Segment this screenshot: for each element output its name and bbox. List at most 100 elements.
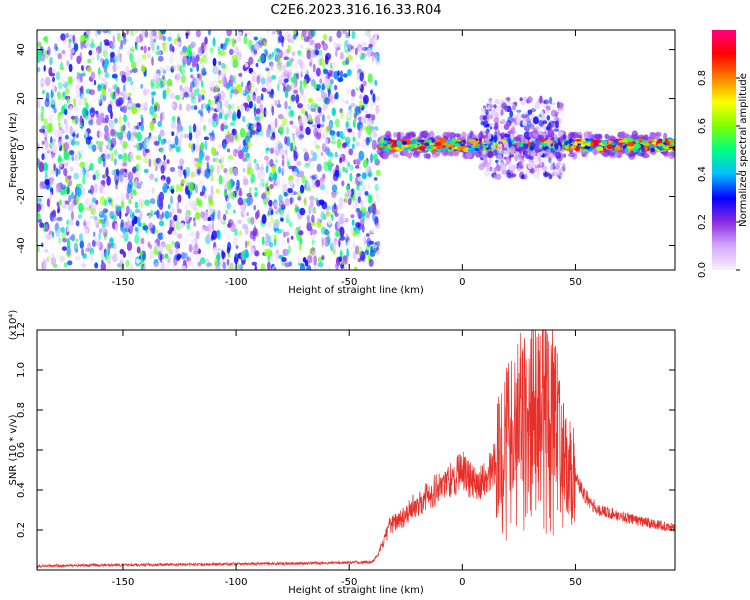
heatmap-cell <box>114 55 119 63</box>
heatmap-cell <box>260 77 266 85</box>
heatmap-cell <box>179 103 182 112</box>
heatmap-cell <box>94 262 99 269</box>
heatmap-cell <box>203 46 208 52</box>
heatmap-cell <box>510 96 517 104</box>
heatmap-cell <box>330 78 334 85</box>
heatmap-cell <box>67 223 70 230</box>
heatmap-cell <box>261 236 265 246</box>
heatmap-cell <box>130 191 134 198</box>
heatmap-cell <box>154 262 159 267</box>
heatmap-cell <box>50 253 55 258</box>
heatmap-cell <box>269 147 275 154</box>
heatmap-cell <box>244 240 248 249</box>
heatmap-cell <box>311 179 316 189</box>
heatmap-cell <box>66 97 70 104</box>
heatmap-cell <box>61 231 67 240</box>
heatmap-cell <box>335 230 341 237</box>
heatmap-cell <box>119 259 124 268</box>
heatmap-cell <box>536 167 541 174</box>
heatmap-cell <box>346 248 349 258</box>
heatmap-cell <box>191 143 195 153</box>
heatmap-cell <box>526 120 532 127</box>
heatmap-cell <box>158 244 164 253</box>
heatmap-cell <box>534 158 540 166</box>
heatmap-cell <box>310 230 316 235</box>
heatmap-cell <box>265 182 268 189</box>
heatmap-cell <box>505 147 508 151</box>
heatmap-cell <box>310 49 316 59</box>
heatmap-cell <box>48 66 53 77</box>
heatmap-cell <box>288 109 295 118</box>
heatmap-cell <box>43 65 46 72</box>
heatmap-cell <box>234 228 238 237</box>
heatmap-cell <box>614 139 619 144</box>
heatmap-cell <box>196 169 201 175</box>
heatmap-cell <box>546 115 551 121</box>
heatmap-cell <box>187 46 191 57</box>
heatmap-cell <box>191 239 195 247</box>
heatmap-cell <box>67 175 72 180</box>
heatmap-cell <box>216 101 221 112</box>
heatmap-cell <box>274 99 278 106</box>
heatmap-cell <box>457 145 462 151</box>
heatmap-y-axis-label: Frequency (Hz) <box>8 112 19 188</box>
heatmap-cell <box>232 167 239 176</box>
heatmap-cell <box>203 136 209 141</box>
heatmap-cell <box>278 30 283 36</box>
heatmap-cell <box>104 232 107 241</box>
heatmap-cell <box>204 140 208 151</box>
heatmap-cell <box>100 93 104 103</box>
snr-x-ticks: -150 -100 -50 0 50 <box>112 330 582 588</box>
heatmap-cell <box>212 57 217 67</box>
heatmap-cell <box>184 166 191 177</box>
heatmap-cell <box>214 257 218 268</box>
heatmap-cell <box>320 151 324 157</box>
heatmap-cell <box>224 132 228 141</box>
heatmap-cell <box>221 62 226 69</box>
heatmap-cell <box>364 191 369 196</box>
heatmap-cell <box>515 112 522 121</box>
heatmap-cell <box>96 130 101 138</box>
heatmap-cell <box>108 252 111 260</box>
heatmap-cell <box>197 136 202 142</box>
heatmap-cell <box>365 195 369 204</box>
heatmap-cell <box>320 211 325 220</box>
heatmap-cell <box>336 199 343 209</box>
heatmap-cell <box>523 131 530 139</box>
heatmap-cell <box>650 133 657 139</box>
heatmap-cell <box>134 234 140 244</box>
heatmap-cell <box>203 225 209 232</box>
heatmap-cell <box>252 82 256 92</box>
heatmap-cell <box>162 234 166 239</box>
heatmap-cell <box>162 79 169 87</box>
heatmap-cell <box>334 238 338 242</box>
heatmap-cell <box>624 147 629 153</box>
heatmap-cell <box>236 109 241 119</box>
heatmap-cell <box>266 85 272 92</box>
heatmap-x-tick-label: 0 <box>459 277 465 288</box>
heatmap-cell <box>188 216 193 221</box>
heatmap-cell <box>271 164 276 174</box>
heatmap-cell <box>581 141 586 145</box>
heatmap-cell <box>548 173 553 180</box>
heatmap-cell <box>184 211 190 218</box>
heatmap-cell <box>317 56 321 67</box>
heatmap-cell <box>280 212 285 218</box>
heatmap-cell <box>122 35 127 46</box>
heatmap-cell <box>74 127 78 135</box>
heatmap-cell <box>341 180 345 187</box>
heatmap-cell <box>37 67 41 73</box>
heatmap-cell <box>215 188 220 194</box>
heatmap-cell <box>322 114 325 123</box>
heatmap-cell <box>176 123 181 134</box>
heatmap-cell <box>87 197 92 207</box>
heatmap-cell <box>80 85 84 95</box>
heatmap-cell <box>109 51 115 59</box>
snr-y-multiplier: (x10⁴) <box>8 310 19 341</box>
heatmap-cell <box>176 63 181 72</box>
heatmap-cell <box>250 186 256 196</box>
colorbar-tick-label: 0.6 <box>697 118 708 134</box>
heatmap-cell <box>264 196 270 201</box>
heatmap-cell <box>374 81 378 87</box>
heatmap-cell <box>37 214 41 221</box>
